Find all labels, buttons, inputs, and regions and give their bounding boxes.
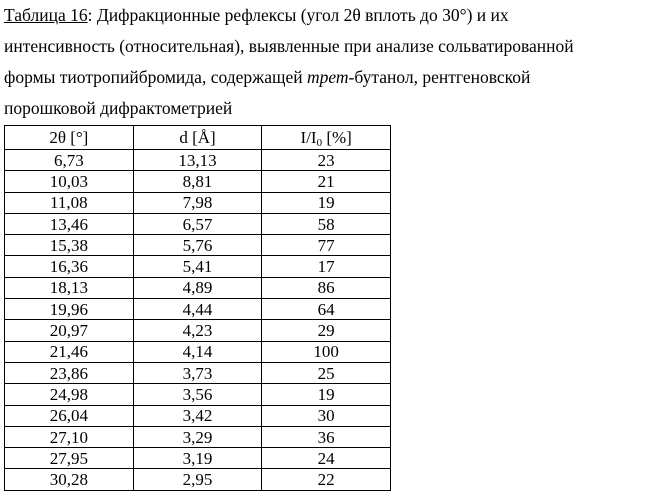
cell-intensity: 19: [261, 191, 391, 214]
cell-d-spacing: 6,57: [132, 212, 263, 236]
cell-two-theta: 10,03: [4, 170, 134, 193]
cell-d-spacing: 8,81: [132, 170, 263, 193]
table-row: 26,04 3,42 30: [4, 404, 391, 427]
caption-text-3-italic: трет: [306, 67, 349, 87]
header-d-spacing: d [Å]: [132, 125, 263, 150]
header-two-theta: 2θ [°]: [4, 125, 134, 150]
table-row: 27,10 3,29 36: [4, 425, 391, 449]
cell-intensity: 36: [261, 425, 391, 449]
cell-intensity: 64: [261, 298, 391, 321]
header-intensity-unit: [%]: [322, 128, 352, 147]
cell-d-spacing: 3,56: [132, 383, 263, 406]
header-intensity-sub: 0: [316, 137, 323, 149]
header-intensity: I/I0 [%]: [261, 125, 391, 150]
cell-two-theta: 27,95: [4, 447, 134, 470]
cell-intensity: 22: [261, 468, 391, 491]
table-row: 21,46 4,14 100: [4, 340, 391, 363]
table-row: 24,98 3,56 19: [4, 383, 391, 406]
cell-intensity: 29: [261, 319, 391, 342]
cell-d-spacing: 3,73: [132, 361, 263, 385]
table-row: 6,73 13,13 23: [4, 148, 391, 172]
cell-intensity: 30: [261, 404, 391, 427]
cell-d-spacing: 4,89: [132, 276, 263, 300]
cell-two-theta: 20,97: [4, 319, 134, 342]
cell-d-spacing: 7,98: [132, 191, 263, 214]
cell-two-theta: 15,38: [4, 234, 134, 257]
cell-d-spacing: 5,76: [132, 234, 263, 257]
cell-intensity: 19: [261, 383, 391, 406]
table-row: 15,38 5,76 77: [4, 234, 391, 257]
table-row: 16,36 5,41 17: [4, 255, 391, 278]
table-row: 10,03 8,81 21: [4, 170, 391, 193]
table-body: 6,73 13,13 23 10,03 8,81 21 11,08 7,98 19 13,46 6,…: [4, 148, 391, 491]
table-row: 13,46 6,57 58: [4, 212, 391, 236]
cell-two-theta: 13,46: [4, 212, 134, 236]
cell-d-spacing: 3,42: [132, 404, 263, 427]
table-row: 23,86 3,73 25: [4, 361, 391, 385]
caption-line-2: интенсивность (относительная), выявленны…: [4, 36, 574, 56]
cell-d-spacing: 3,29: [132, 425, 263, 449]
caption-line-3: формы тиотропийбромида, содержащей трет-…: [4, 62, 644, 93]
table-label: Таблица 16: [4, 5, 88, 25]
table-row: 27,95 3,19 24: [4, 447, 391, 470]
cell-intensity: 17: [261, 255, 391, 278]
cell-two-theta: 24,98: [4, 383, 134, 406]
table-row: 20,97 4,23 29: [4, 319, 391, 342]
table-header: 2θ [°] d [Å] I/I0 [%]: [4, 125, 391, 150]
cell-two-theta: 19,96: [4, 298, 134, 321]
table-row: 30,28 2,95 22: [4, 468, 391, 491]
cell-intensity: 77: [261, 234, 391, 257]
cell-d-spacing: 4,23: [132, 319, 263, 342]
table-row: 19,96 4,44 64: [4, 298, 391, 321]
cell-intensity: 86: [261, 276, 391, 300]
cell-d-spacing: 4,14: [132, 340, 263, 363]
cell-intensity: 58: [261, 212, 391, 236]
cell-two-theta: 23,86: [4, 361, 134, 385]
table-caption: Таблица 16: Дифракционные рефлексы (угол…: [4, 0, 644, 124]
cell-d-spacing: 4,44: [132, 298, 263, 321]
cell-two-theta: 21,46: [4, 340, 134, 363]
cell-intensity: 25: [261, 361, 391, 385]
cell-intensity: 24: [261, 447, 391, 470]
caption-text-3b: -бутанол, рентгеновской: [348, 67, 531, 87]
cell-intensity: 23: [261, 148, 391, 172]
caption-line-4: порошковой дифрактометрией: [4, 98, 233, 118]
cell-two-theta: 11,08: [4, 191, 134, 214]
cell-intensity: 21: [261, 170, 391, 193]
cell-d-spacing: 2,95: [132, 468, 263, 491]
table-row: 18,13 4,89 86: [4, 276, 391, 300]
cell-two-theta: 30,28: [4, 468, 134, 491]
caption-text-1: : Дифракционные рефлексы (угол 2θ вплоть…: [87, 5, 509, 25]
cell-d-spacing: 5,41: [132, 255, 263, 278]
cell-intensity: 100: [261, 340, 391, 363]
cell-two-theta: 16,36: [4, 255, 134, 278]
header-row: 2θ [°] d [Å] I/I0 [%]: [4, 125, 391, 150]
caption-text-3a: формы тиотропийбромида, содержащей: [4, 67, 307, 87]
caption-line-1: Таблица 16: Дифракционные рефлексы (угол…: [4, 0, 644, 31]
cell-d-spacing: 3,19: [132, 447, 263, 470]
diffraction-table: 2θ [°] d [Å] I/I0 [%] 6,73 13,13 23 10,03 8,…: [4, 125, 391, 491]
cell-d-spacing: 13,13: [132, 148, 263, 172]
cell-two-theta: 26,04: [4, 404, 134, 427]
cell-two-theta: 6,73: [4, 148, 134, 172]
header-intensity-main: I/I: [300, 128, 317, 147]
table-row: 11,08 7,98 19: [4, 191, 391, 214]
cell-two-theta: 18,13: [4, 276, 134, 300]
cell-two-theta: 27,10: [4, 425, 134, 449]
